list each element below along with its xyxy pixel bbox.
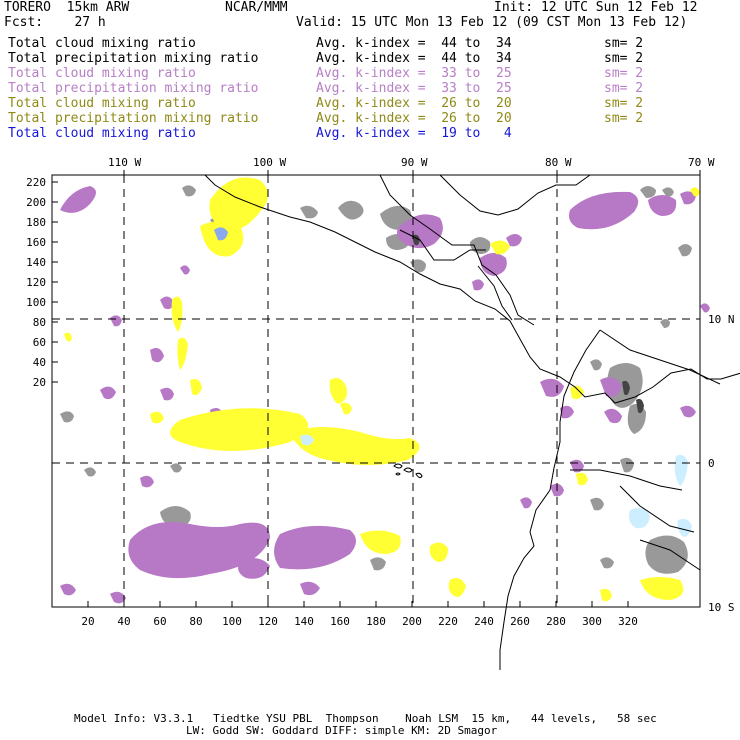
legend-index: Avg. k-index = 44 to 34 [316,51,512,66]
country-border [477,265,513,321]
lat-label: 10 N [708,313,735,326]
legend-index: Avg. k-index = 33 to 25 [316,66,512,81]
legend-smoothing: sm= 2 [604,66,644,81]
model-title: TORERO 15km ARW [4,0,130,15]
legend-row: Total cloud mixing ratio Avg. k-index = … [8,36,728,51]
x-tick-label: 200 [402,615,422,628]
y-axis-ticks: 220 200 180 160 140 120 100 80 60 40 20 [26,176,58,389]
cloud-field-layer [60,177,710,604]
x-axis-ticks: 20 40 60 80 100 120 140 160 180 200 220 240 260 280 30… [81,601,638,628]
y-tick-label: 40 [33,356,46,369]
legend-field: Total cloud mixing ratio [8,96,196,111]
x-tick-label: 100 [222,615,242,628]
legend-field: Total precipitation mixing ratio [8,111,259,126]
y-tick-label: 200 [26,196,46,209]
gray-cloud-field [60,185,692,574]
y-tick-label: 140 [26,256,46,269]
light-blue-cloud-field [300,434,692,537]
legend-index: Avg. k-index = 26 to 20 [316,96,512,111]
legend-field: Total cloud mixing ratio [8,126,196,141]
legend-index: Avg. k-index = 26 to 20 [316,111,512,126]
legend-field: Total cloud mixing ratio [8,66,196,81]
legend-smoothing: sm= 2 [604,51,644,66]
legend-index: Avg. k-index = 33 to 25 [316,81,512,96]
legend-row: Total precipitation mixing ratio Avg. k-… [8,51,728,66]
y-tick-label: 80 [33,316,46,329]
x-tick-label: 80 [189,615,202,628]
model-info-line2: LW: Godd SW: Goddard DIFF: simple KM: 2D… [186,724,498,737]
lon-label: 100 W [253,156,286,169]
legend-smoothing: sm= 2 [604,81,644,96]
y-tick-label: 120 [26,276,46,289]
lat-label: 10 S [708,601,735,614]
x-tick-label: 120 [258,615,278,628]
model-info-line1: Model Info: V3.3.1 Tiedtke YSU PBL Thomp… [74,712,657,725]
yucatan-coast [439,174,591,216]
x-tick-label: 140 [294,615,314,628]
galapagos-islands [393,463,423,479]
coastline-layer [204,174,740,670]
x-tick-label: 20 [81,615,94,628]
peru-border [619,485,695,533]
south-america-coast [499,329,601,670]
lat-labels: 10 N 0 10 S [708,313,735,614]
mexico-coast [204,174,740,404]
y-tick-label: 220 [26,176,46,189]
country-border [399,229,486,261]
lon-label: 70 W [688,156,715,169]
top-lon-ticks [123,170,701,175]
x-tick-label: 160 [330,615,350,628]
legend-index: Avg. k-index = 19 to 4 [316,126,512,141]
x-tick-label: 220 [438,615,458,628]
lon-label: 80 W [545,156,572,169]
lat-label: 0 [708,457,715,470]
legend-row: Total precipitation mixing ratio Avg. k-… [8,111,728,126]
y-tick-label: 20 [33,376,46,389]
legend-smoothing: sm= 2 [604,96,644,111]
lon-label: 90 W [401,156,428,169]
forecast-hour: Fcst: 27 h [4,15,106,30]
x-tick-label: 280 [546,615,566,628]
legend-row: Total cloud mixing ratio Avg. k-index = … [8,66,728,81]
gulf-coast [379,174,535,326]
x-tick-label: 60 [153,615,166,628]
x-tick-label: 180 [366,615,386,628]
country-border [639,539,701,571]
x-tick-label: 260 [510,615,530,628]
legend-field: Total precipitation mixing ratio [8,81,259,96]
valid-time: Valid: 15 UTC Mon 13 Feb 12 (09 CST Mon … [296,15,688,30]
legend-row: Total precipitation mixing ratio Avg. k-… [8,81,728,96]
init-time: Init: 12 UTC Sun 12 Feb 12 [494,0,698,15]
legend-row: Total cloud mixing ratio Avg. k-index = … [8,126,728,141]
y-tick-label: 60 [33,336,46,349]
purple-cloud-field [60,186,710,604]
legend-smoothing: sm= 2 [604,36,644,51]
legend-smoothing: sm= 2 [604,111,644,126]
y-tick-label: 160 [26,236,46,249]
x-tick-label: 300 [582,615,602,628]
dark-core-field [412,234,644,414]
center-label: NCAR/MMM [225,0,288,15]
x-tick-label: 320 [618,615,638,628]
graticule [52,175,700,607]
blue-cloud-field [214,227,228,241]
x-tick-label: 40 [117,615,130,628]
x-tick-label: 240 [474,615,494,628]
y-tick-label: 180 [26,216,46,229]
ecuador-border [570,469,683,491]
legend-field: Total cloud mixing ratio [8,36,196,51]
legend-row: Total cloud mixing ratio Avg. k-index = … [8,96,728,111]
lon-labels: 110 W 100 W 90 W 80 W 70 W [108,156,715,169]
lon-label: 110 W [108,156,141,169]
legend-field: Total precipitation mixing ratio [8,51,259,66]
legend-index: Avg. k-index = 44 to 34 [316,36,512,51]
y-tick-label: 100 [26,296,46,309]
